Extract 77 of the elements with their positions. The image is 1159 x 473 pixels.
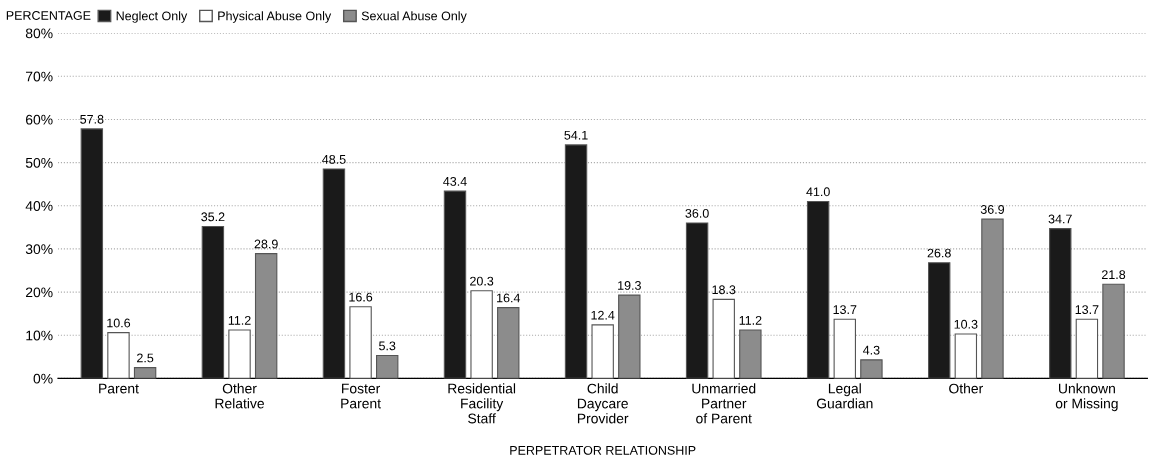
x-tick-label: Residential Facility Staff bbox=[448, 383, 516, 424]
data-label: 36.0 bbox=[685, 208, 709, 218]
bar bbox=[107, 332, 130, 379]
data-label: 35.2 bbox=[201, 212, 225, 222]
legend-label: Neglect Only bbox=[116, 11, 188, 23]
data-label: 2.5 bbox=[137, 353, 154, 363]
y-tick-label: 10% bbox=[26, 330, 53, 341]
bar bbox=[80, 128, 104, 379]
x-tick-label: Other Relative bbox=[215, 383, 264, 409]
data-label: 11.2 bbox=[228, 315, 251, 325]
bar bbox=[201, 225, 225, 379]
data-label: 16.4 bbox=[497, 293, 521, 303]
data-label: 36.9 bbox=[980, 205, 1005, 214]
data-label: 10.3 bbox=[954, 319, 978, 329]
x-tick-label: Foster Parent bbox=[341, 383, 381, 409]
data-label: 4.3 bbox=[863, 345, 880, 355]
bar bbox=[470, 290, 493, 379]
bar bbox=[685, 222, 709, 379]
bar bbox=[228, 329, 251, 379]
legend-label: Sexual Abuse Only bbox=[361, 11, 467, 23]
data-label: 13.7 bbox=[1075, 305, 1099, 315]
data-label: 41.0 bbox=[806, 187, 830, 197]
y-tick-label: 0% bbox=[33, 373, 53, 384]
data-label: 16.6 bbox=[349, 292, 373, 302]
y-tick-label: 70% bbox=[26, 71, 53, 82]
data-label: 12.4 bbox=[591, 310, 615, 320]
bar bbox=[712, 298, 735, 379]
x-tick-label: Legal Guardian bbox=[816, 383, 873, 409]
bar bbox=[860, 359, 883, 379]
data-label: 26.8 bbox=[927, 248, 951, 258]
x-tick-label: Parent bbox=[99, 383, 139, 394]
data-label: 34.7 bbox=[1048, 214, 1072, 224]
data-label: 11.2 bbox=[739, 315, 762, 325]
y-tick-label: 20% bbox=[25, 287, 53, 298]
bar bbox=[349, 306, 372, 379]
data-label: 18.3 bbox=[712, 285, 736, 295]
legend-label: Physical Abuse Only bbox=[218, 11, 332, 23]
bar bbox=[806, 200, 830, 379]
data-label: 54.1 bbox=[564, 130, 588, 140]
x-tick-label: Unknown or Missing bbox=[1055, 383, 1118, 412]
bar bbox=[376, 354, 399, 379]
y-tick-label: 80% bbox=[25, 28, 53, 39]
bar bbox=[497, 307, 520, 379]
bar bbox=[564, 144, 588, 379]
bar bbox=[618, 294, 641, 379]
bar bbox=[322, 168, 346, 379]
data-label: 43.4 bbox=[443, 176, 467, 186]
x-tick-label: Child Daycare Provider bbox=[577, 383, 629, 424]
y-tick-label: 50% bbox=[25, 157, 53, 168]
bar bbox=[739, 329, 762, 379]
data-label: 28.9 bbox=[254, 239, 278, 249]
x-tick-label: Unmarried Partner of Parent bbox=[692, 383, 756, 424]
y-tick-label: 60% bbox=[26, 114, 53, 125]
bar bbox=[954, 333, 978, 379]
data-label: 57.8 bbox=[80, 114, 104, 124]
bar bbox=[1075, 318, 1099, 379]
data-label: 21.8 bbox=[1101, 270, 1126, 280]
y-tick-label: 30% bbox=[25, 244, 53, 255]
bar bbox=[1049, 228, 1072, 379]
y-axis-title: PERCENTAGE bbox=[6, 11, 91, 20]
bar bbox=[981, 218, 1004, 379]
bar bbox=[927, 262, 951, 379]
data-label: 5.3 bbox=[379, 341, 396, 351]
bar bbox=[1102, 283, 1125, 379]
bar bbox=[133, 367, 157, 379]
y-tick-label: 40% bbox=[25, 201, 53, 211]
data-label: 20.3 bbox=[470, 276, 494, 286]
bar bbox=[254, 253, 278, 379]
data-label: 48.5 bbox=[322, 154, 346, 164]
bar bbox=[833, 318, 856, 379]
x-axis-title: PERPETRATOR RELATIONSHIP bbox=[510, 445, 696, 455]
data-label: 10.6 bbox=[107, 318, 131, 328]
bar bbox=[443, 190, 467, 379]
x-tick-label: Other bbox=[949, 383, 983, 394]
bar bbox=[591, 324, 614, 379]
data-label: 19.3 bbox=[618, 281, 641, 290]
data-label: 13.7 bbox=[833, 305, 857, 315]
